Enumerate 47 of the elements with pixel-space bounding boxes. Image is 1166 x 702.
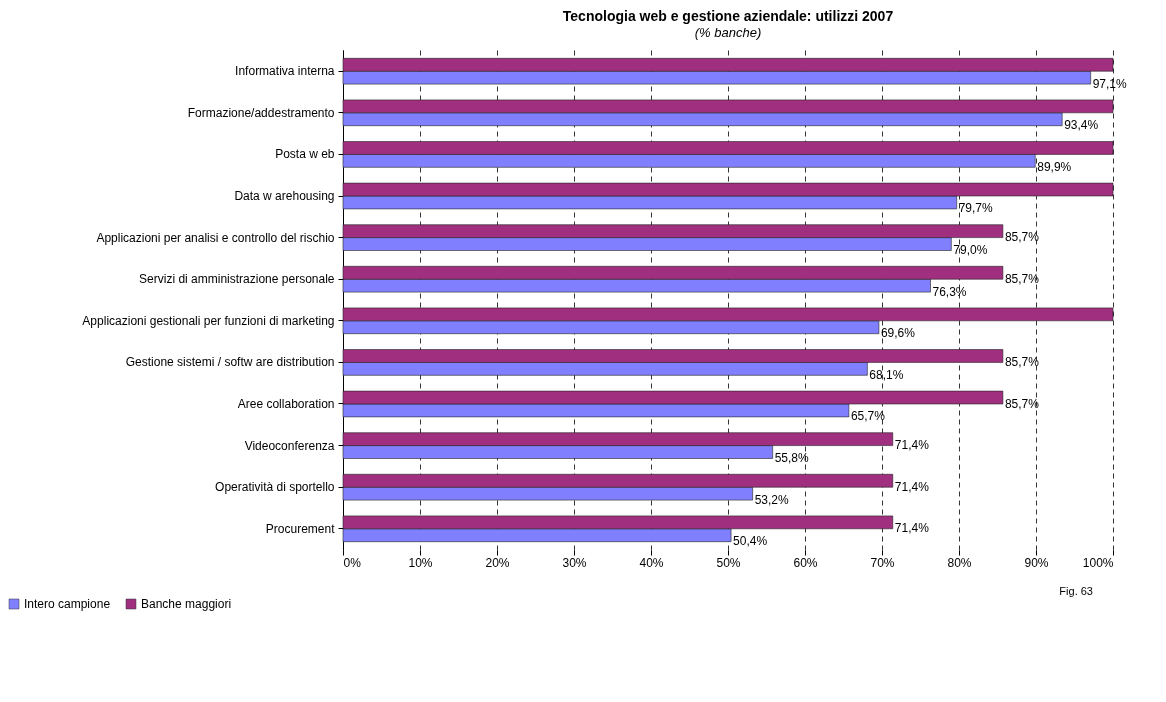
data-label: 85,7% xyxy=(1004,230,1040,245)
data-label: 53,2% xyxy=(754,492,789,507)
y-tick-label: Formazione/addestramento xyxy=(187,105,335,120)
x-tick-label: 60% xyxy=(793,555,818,570)
y-tick-label: Data w arehousing xyxy=(234,189,335,204)
legend-label: Banche maggiori xyxy=(141,597,232,611)
data-label: 55,8% xyxy=(774,451,810,466)
caption: Fig. 63 xyxy=(1059,585,1093,597)
data-label: 85,7% xyxy=(1004,271,1040,286)
x-tick-label: 70% xyxy=(870,555,895,570)
y-tick-label: Videoconferenza xyxy=(244,438,335,453)
y-tick-label: Procurement xyxy=(265,521,336,536)
x-tick-label: 10% xyxy=(408,555,433,570)
x-tick-label: 80% xyxy=(947,555,972,570)
x-tick-label: 30% xyxy=(562,555,587,570)
legend-label: Intero campione xyxy=(24,597,111,611)
chart-subtitle: (% banche) xyxy=(694,25,762,40)
data-label: 71,4% xyxy=(894,521,930,536)
y-tick-label: Informativa interna xyxy=(235,64,335,79)
data-label: 97,1% xyxy=(1092,76,1128,91)
x-tick-label: 40% xyxy=(639,555,664,570)
data-label: 79,0% xyxy=(953,243,988,258)
data-label: 93,4% xyxy=(1064,118,1099,133)
x-tick-label: 90% xyxy=(1024,555,1049,570)
data-label: 85,7% xyxy=(1004,396,1040,411)
data-label: 65,7% xyxy=(850,409,886,424)
data-label: 85,7% xyxy=(1004,354,1040,369)
y-tick-label: Applicazioni per analisi e controllo del rischio xyxy=(96,230,335,245)
data-label: 89,9% xyxy=(1037,159,1072,174)
x-tick-label: 100% xyxy=(1082,555,1114,570)
data-label: 76,3% xyxy=(932,284,967,299)
y-tick-label: Aree collaboration xyxy=(237,396,335,411)
data-label: 68,1% xyxy=(869,367,904,382)
y-tick-label: Operatività di sportello xyxy=(215,480,335,495)
x-tick-label: 50% xyxy=(716,555,741,570)
data-label: 69,6% xyxy=(880,326,916,341)
y-tick-label: Servizi di amministrazione personale xyxy=(139,272,335,287)
y-tick-label: Applicazioni gestionali per funzioni di marketing xyxy=(82,313,335,328)
data-label: 71,4% xyxy=(894,438,930,453)
data-label: 50,4% xyxy=(733,534,768,549)
y-tick-label: Posta w eb xyxy=(275,147,335,162)
x-tick-label: 20% xyxy=(485,555,510,570)
chart-title: Tecnologia web e gestione aziendale: utilizzi 2007 xyxy=(562,8,894,24)
data-label: 71,4% xyxy=(894,479,930,494)
x-tick-label: 0% xyxy=(343,555,362,570)
y-tick-label: Gestione sistemi / softw are distribution xyxy=(125,355,335,370)
data-label: 79,7% xyxy=(958,201,994,216)
